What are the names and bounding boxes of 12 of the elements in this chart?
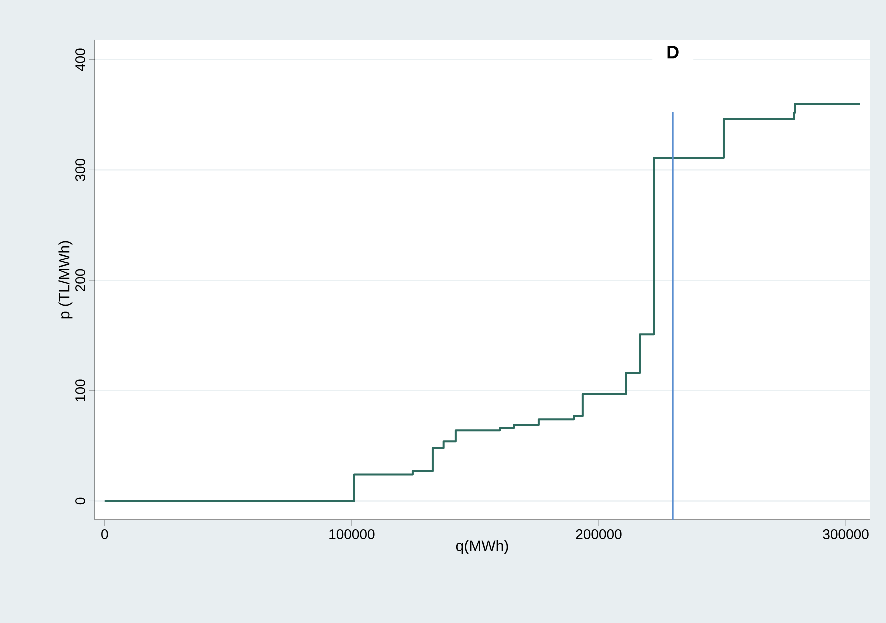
x-tick-label: 200000 [576,530,622,540]
y-axis-title: p (TL/MWh) [58,241,73,319]
x-tick-label: 0 [102,530,108,540]
x-tick-label: 100000 [330,530,375,540]
y-tick-label: 400 [76,48,86,72]
ref-line-label: D [668,46,679,59]
y-tick-label: 200 [76,269,86,292]
x-tick-label: 300000 [823,530,869,540]
y-tick-label: 300 [76,159,86,182]
x-axis-title: q(MWh) [456,540,508,554]
y-tick-label: 0 [76,498,86,505]
y-tick-label: 100 [76,380,86,402]
